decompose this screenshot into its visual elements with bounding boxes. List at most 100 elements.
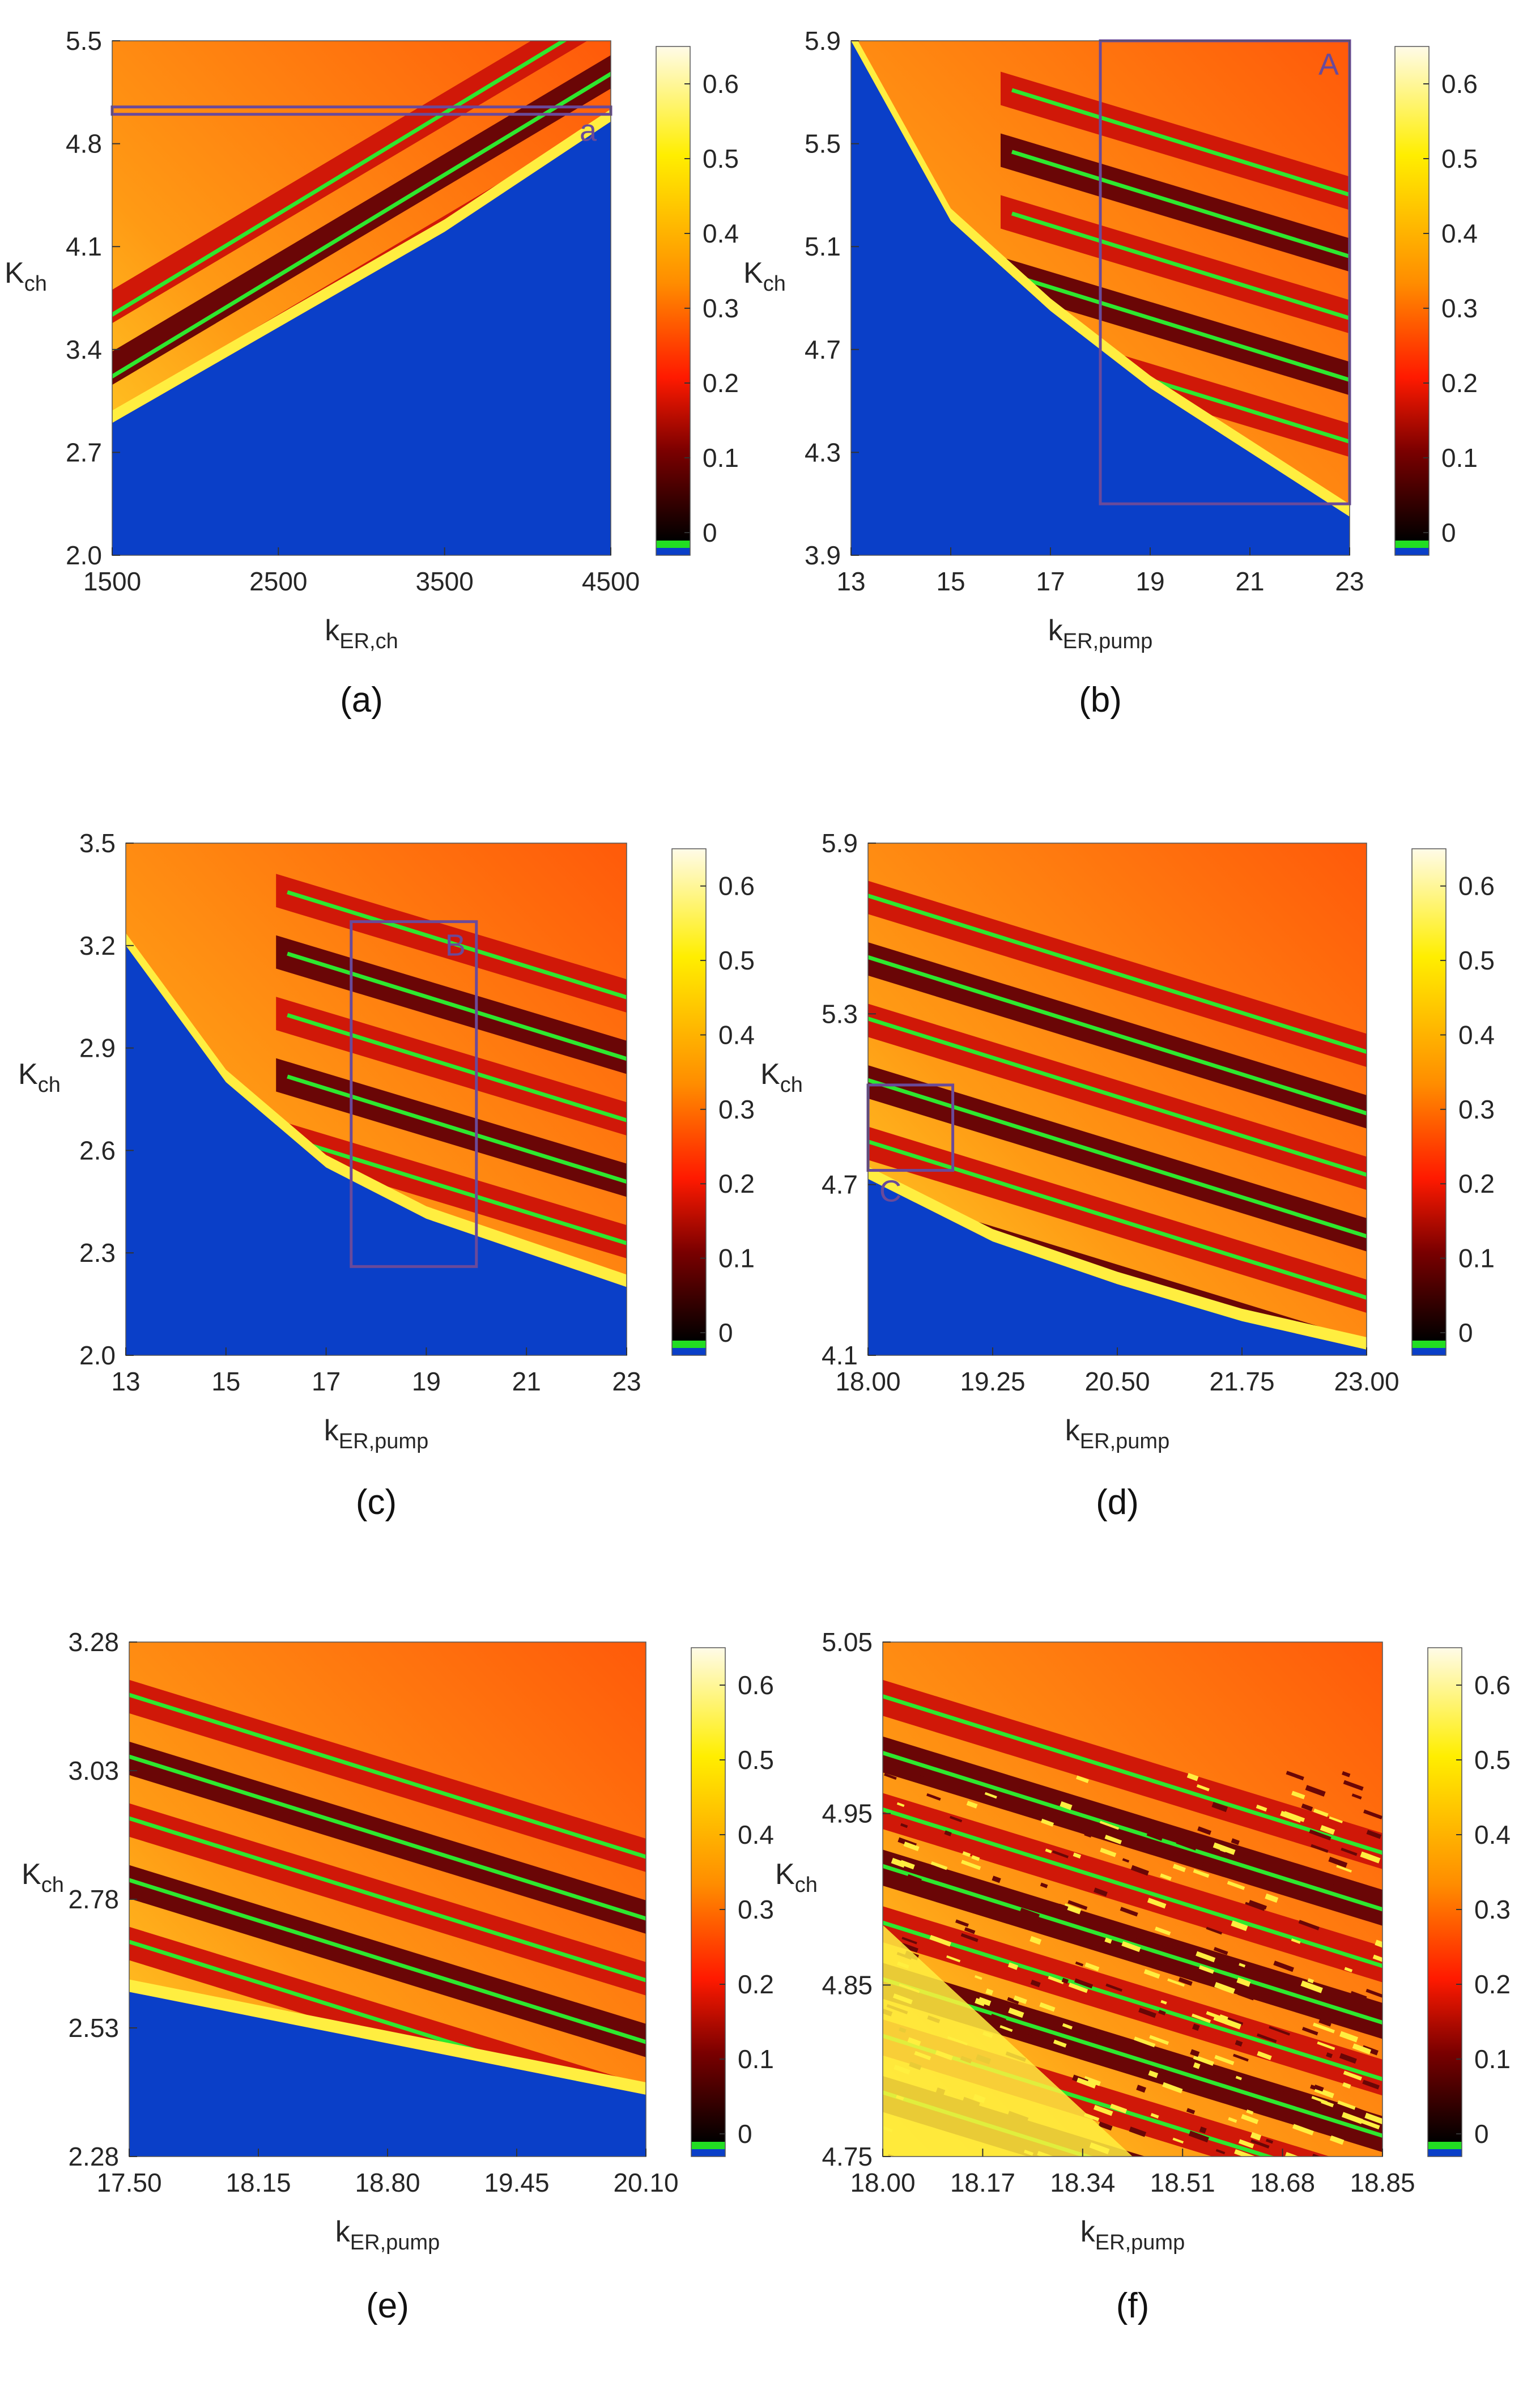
speckle: [1041, 1818, 1054, 1827]
colorbar-tick-label: 0.1: [1458, 1244, 1495, 1273]
panel-caption: (e): [366, 2286, 409, 2325]
y-tick-label: 5.05: [822, 1627, 873, 1657]
speckle: [1060, 1801, 1073, 1810]
speckle: [1197, 1826, 1212, 1835]
speckle: [1341, 2112, 1363, 2124]
speckle: [1364, 2112, 1382, 2125]
x-axis-label: kER,pump: [1065, 1414, 1169, 1453]
x-tick-label: 21: [1235, 567, 1264, 596]
plot-frame: [112, 40, 611, 556]
plot-frame: [125, 843, 627, 1356]
colorbar-tick-label: 0.6: [738, 1670, 774, 1700]
no-oscillation-region: [112, 121, 611, 555]
speckle: [1235, 2075, 1242, 2081]
speckle: [1176, 1839, 1197, 1851]
colorbar-tick-label: 0.2: [738, 1970, 774, 1999]
y-axis-label: Kch: [760, 1058, 803, 1097]
speckle: [1139, 1959, 1152, 1967]
speckle: [1076, 1775, 1089, 1783]
no-oscillation-region: [126, 843, 627, 1355]
y-tick-label: 4.1: [66, 232, 102, 261]
colorbar-tick-label: 0.6: [1474, 1670, 1511, 1700]
speckle: [1104, 1835, 1122, 1845]
inset-box-label: C: [879, 1175, 901, 1209]
periodic-window: [868, 894, 1367, 1054]
speckle: [1262, 1877, 1269, 1882]
colorbar-tick-label: 0.5: [1458, 946, 1495, 975]
speckle: [1098, 2121, 1113, 2131]
speckle: [1326, 2052, 1333, 2058]
speckle: [1150, 2113, 1159, 2119]
speckle: [1362, 2079, 1380, 2090]
colorbar-tick-label: 0: [738, 2119, 752, 2149]
speckle: [900, 1942, 918, 1953]
colorbar-no-oscillation-swatch: [1428, 2149, 1462, 2157]
x-tick-label: 20.10: [613, 2168, 678, 2197]
speckle: [1193, 2062, 1201, 2069]
speckle: [1307, 1978, 1314, 1984]
speckle: [1250, 2132, 1262, 2141]
speckle: [1213, 1842, 1236, 1855]
speckle: [930, 1861, 948, 1870]
y-tick-label: 4.75: [822, 2142, 873, 2171]
speckle: [1215, 2149, 1226, 2155]
speckle: [1239, 1963, 1246, 1968]
panel-caption: (f): [1116, 2286, 1150, 2325]
speckle: [985, 1988, 994, 1996]
speckle: [1245, 1902, 1265, 1911]
y-tick-label: 3.5: [79, 828, 116, 858]
colorbar-gradient: [1428, 1648, 1462, 2142]
colorbar-gradient: [656, 46, 690, 541]
speckle: [961, 1860, 981, 1870]
colorbar-periodic-swatch: [1412, 1341, 1446, 1348]
periodic-window: [868, 955, 1367, 1116]
speckle: [1058, 1903, 1069, 1911]
speckle: [1225, 1862, 1246, 1873]
inset-box-label: B: [445, 929, 466, 963]
speckle: [1285, 2152, 1302, 2157]
speckle: [1186, 2108, 1196, 2115]
x-tick-label: 18.85: [1350, 2168, 1415, 2197]
inset-box-label: a: [580, 114, 597, 148]
colorbar-tick-label: 0.1: [1474, 2044, 1511, 2074]
colorbar-gradient: [691, 1648, 725, 2142]
colorbar-gradient: [1395, 46, 1429, 541]
speckle: [1062, 2023, 1073, 2030]
x-tick-label: 19.45: [484, 2168, 549, 2197]
speckle: [1317, 2041, 1335, 2051]
speckle: [978, 1997, 992, 2006]
x-tick-label: 18.68: [1250, 2168, 1315, 2197]
colorbar-tick-label: 0.1: [1441, 443, 1478, 473]
speckle: [1230, 2095, 1248, 2103]
speckle: [1309, 2117, 1328, 2128]
speckle: [1196, 1951, 1216, 1963]
speckle: [1356, 2139, 1363, 2144]
periodic-window: [129, 1692, 646, 1859]
colorbar-frame: [671, 848, 707, 1356]
speckle: [1328, 1856, 1348, 1868]
speckle: [1256, 1804, 1267, 1812]
speckle: [1084, 1962, 1100, 1971]
y-tick-label: 5.5: [66, 26, 102, 56]
speckle: [1256, 2033, 1277, 2043]
speckle: [1287, 1998, 1306, 2008]
colorbar-frame: [1411, 848, 1447, 1356]
speckle: [1318, 1875, 1336, 1885]
x-tick-label: 23: [612, 1367, 641, 1396]
periodic-window: [883, 1864, 1382, 2025]
y-tick-label: 3.28: [68, 1627, 119, 1657]
no-oscillation-region: [129, 1992, 646, 2157]
speckle: [944, 1830, 952, 1836]
colorbar-tick-label: 0.2: [1458, 1169, 1495, 1198]
colorbar-tick-label: 0.2: [703, 368, 739, 398]
speckle: [907, 1771, 928, 1783]
x-axis-label: kER,pump: [1048, 614, 1152, 653]
speckle: [962, 1851, 971, 1857]
speckle: [1013, 1995, 1027, 2004]
speckle: [1313, 2022, 1335, 2034]
colorbar-tick-label: 0.5: [718, 946, 755, 975]
colorbar-frame: [1427, 1647, 1462, 2157]
speckle: [1283, 1811, 1305, 1822]
colorbar-no-oscillation-swatch: [691, 2149, 725, 2157]
speckle: [1048, 1976, 1065, 1984]
